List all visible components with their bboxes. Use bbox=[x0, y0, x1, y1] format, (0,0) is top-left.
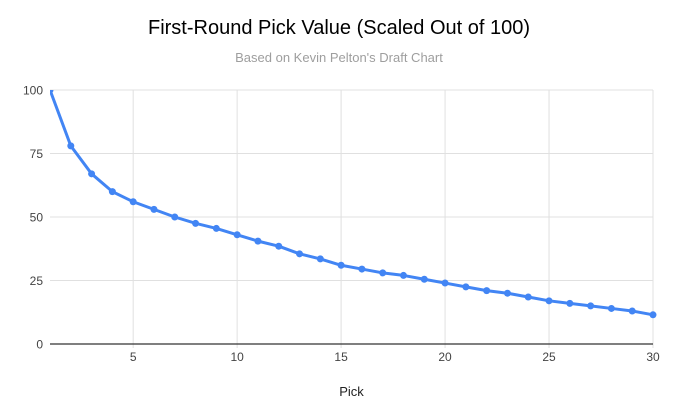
data-point bbox=[129, 198, 137, 206]
data-point bbox=[399, 271, 407, 279]
y-tick-label: 0 bbox=[36, 338, 43, 352]
data-point bbox=[649, 311, 657, 319]
data-point bbox=[88, 170, 96, 178]
data-point bbox=[607, 304, 615, 312]
data-point bbox=[587, 302, 595, 310]
x-axis-title: Pick bbox=[339, 384, 364, 399]
data-point bbox=[171, 213, 179, 221]
y-tick-label: 100 bbox=[23, 84, 43, 98]
data-point bbox=[150, 205, 158, 213]
y-tick-label: 75 bbox=[30, 147, 44, 161]
data-point bbox=[483, 287, 491, 295]
chart-subtitle: Based on Kevin Pelton's Draft Chart bbox=[235, 50, 443, 65]
data-point bbox=[275, 242, 283, 250]
data-point bbox=[462, 283, 470, 291]
series-group bbox=[50, 90, 657, 319]
data-point bbox=[503, 289, 511, 297]
data-point bbox=[441, 279, 449, 287]
data-point bbox=[67, 142, 75, 150]
y-tick-label: 50 bbox=[30, 211, 44, 225]
x-tick-label: 20 bbox=[438, 350, 452, 364]
data-point bbox=[108, 188, 116, 196]
data-point bbox=[192, 219, 200, 227]
data-point bbox=[358, 265, 366, 273]
x-tick-label: 5 bbox=[130, 350, 137, 364]
data-point bbox=[628, 307, 636, 315]
data-point bbox=[337, 261, 345, 269]
data-point bbox=[316, 255, 324, 263]
data-point bbox=[379, 269, 387, 277]
data-point bbox=[212, 224, 220, 232]
data-point bbox=[233, 231, 241, 239]
chart-title: First-Round Pick Value (Scaled Out of 10… bbox=[147, 17, 531, 39]
x-tick-label: 30 bbox=[646, 350, 660, 364]
data-point bbox=[566, 299, 574, 307]
x-tick-label: 10 bbox=[230, 350, 244, 364]
data-point bbox=[296, 250, 304, 258]
y-tick-label: 25 bbox=[30, 274, 44, 288]
series-line bbox=[50, 90, 655, 317]
data-point bbox=[524, 293, 532, 301]
data-point bbox=[254, 237, 262, 245]
data-point bbox=[545, 297, 553, 305]
x-tick-label: 25 bbox=[542, 350, 556, 364]
data-point bbox=[50, 90, 54, 94]
data-point bbox=[420, 275, 428, 283]
x-tick-label: 15 bbox=[334, 350, 348, 364]
